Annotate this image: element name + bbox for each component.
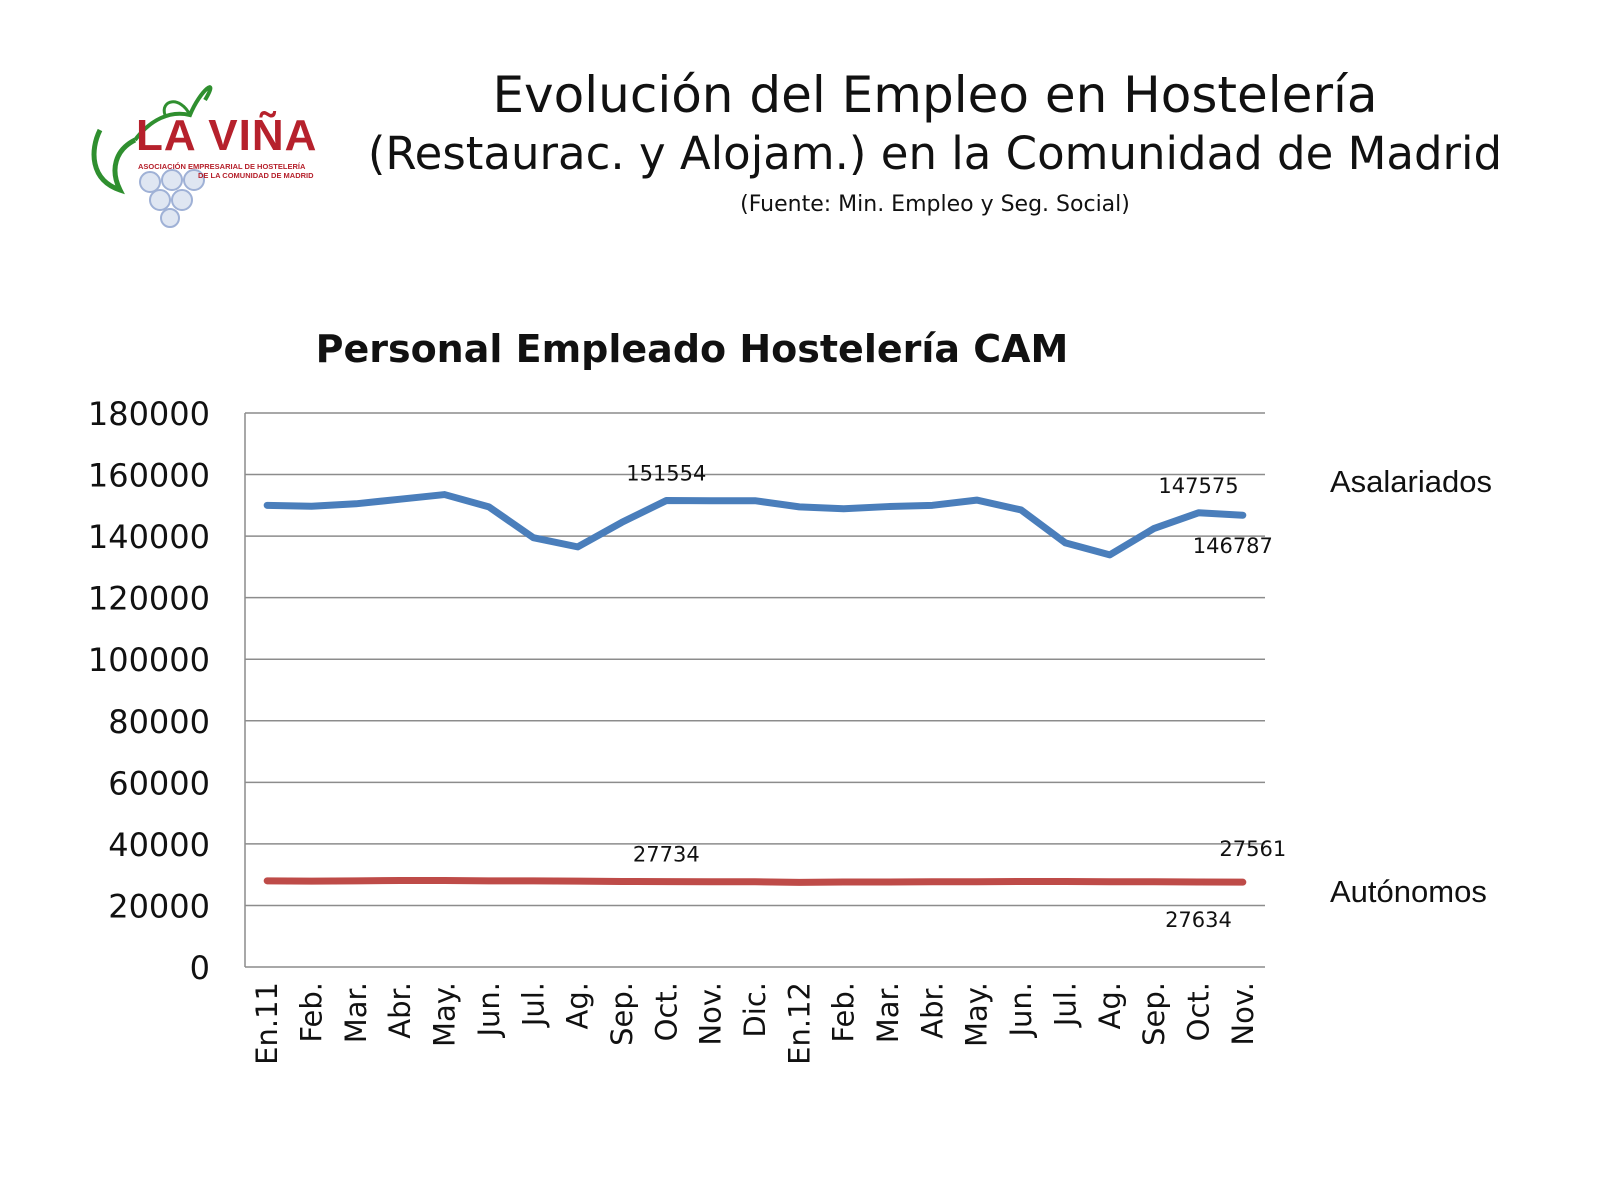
chart-title: Personal Empleado Hostelería CAM xyxy=(316,327,1069,371)
logo-name: LA VIÑA xyxy=(136,111,318,160)
data-point-asalariados xyxy=(931,504,934,507)
x-tick-label: Abr. xyxy=(915,982,949,1039)
data-point-asalariados xyxy=(1197,511,1200,514)
data-point-asalariados xyxy=(975,499,978,502)
data-point-autonomos xyxy=(266,879,269,882)
x-tick-label: Ag. xyxy=(561,982,595,1029)
data-point-asalariados xyxy=(487,505,490,508)
data-point-autonomos xyxy=(709,880,712,883)
x-tick-label: Mar. xyxy=(339,982,373,1043)
data-label: 27634 xyxy=(1165,908,1232,932)
y-tick-label: 80000 xyxy=(108,703,210,741)
y-tick-label: 0 xyxy=(190,949,210,987)
data-label: 27734 xyxy=(633,843,700,867)
data-point-autonomos xyxy=(1064,880,1067,883)
x-tick-label: Ag. xyxy=(1093,982,1127,1029)
data-point-asalariados xyxy=(1020,508,1023,511)
data-point-asalariados xyxy=(1153,527,1156,530)
x-tick-label: Dic. xyxy=(738,982,772,1038)
data-point-autonomos xyxy=(665,880,668,883)
data-point-asalariados xyxy=(576,545,579,548)
data-point-asalariados xyxy=(887,505,890,508)
x-tick-label: Mar. xyxy=(871,982,905,1043)
data-point-autonomos xyxy=(1020,880,1023,883)
data-point-autonomos xyxy=(443,879,446,882)
x-tick-label: May. xyxy=(428,982,462,1047)
data-point-autonomos xyxy=(532,879,535,882)
data-point-autonomos xyxy=(754,880,756,883)
data-point-autonomos xyxy=(975,880,978,883)
x-tick-label: Nov. xyxy=(1226,982,1260,1046)
y-tick-label: 20000 xyxy=(108,887,210,925)
data-point-autonomos xyxy=(310,880,313,883)
data-point-asalariados xyxy=(354,502,357,505)
data-point-autonomos xyxy=(354,879,357,882)
x-tick-label: Oct. xyxy=(1181,982,1215,1041)
x-tick-label: En.12 xyxy=(782,982,816,1065)
data-point-asalariados xyxy=(399,498,402,501)
data-point-asalariados xyxy=(266,504,269,507)
x-tick-label: Jun. xyxy=(472,982,506,1039)
page-title: Evolución del Empleo en Hostelería xyxy=(492,66,1378,124)
x-tick-label: Feb. xyxy=(827,982,861,1043)
data-label: 147575 xyxy=(1158,474,1238,498)
y-tick-label: 40000 xyxy=(108,826,210,864)
data-point-autonomos xyxy=(1241,881,1244,884)
logo-line-2: DE LA COMUNIDAD DE MADRID xyxy=(198,171,314,180)
grape-vine-icon xyxy=(91,85,213,228)
data-point-autonomos xyxy=(399,879,402,882)
x-tick-label: Oct. xyxy=(649,982,683,1041)
data-point-asalariados xyxy=(842,507,845,510)
data-point-autonomos xyxy=(576,880,579,883)
data-point-asalariados xyxy=(798,505,801,508)
data-point-autonomos xyxy=(620,880,623,883)
data-point-asalariados xyxy=(1241,514,1244,517)
source-note: (Fuente: Min. Empleo y Seg. Social) xyxy=(740,191,1130,217)
x-tick-label: Sep. xyxy=(1137,982,1171,1046)
x-tick-label: Jul. xyxy=(1048,982,1082,1028)
data-point-autonomos xyxy=(842,881,845,884)
data-point-asalariados xyxy=(665,499,668,502)
series-name-asalariados: Asalariados xyxy=(1330,464,1492,499)
x-tick-label: Nov. xyxy=(694,982,728,1046)
x-tick-label: Feb. xyxy=(295,982,329,1043)
y-tick-label: 140000 xyxy=(88,518,210,556)
data-point-autonomos xyxy=(1108,880,1111,883)
page-subtitle: (Restaurac. y Alojam.) en la Comunidad d… xyxy=(367,127,1503,180)
x-tick-label: En.11 xyxy=(250,982,284,1065)
y-tick-label: 60000 xyxy=(108,764,210,802)
x-tick-label: May. xyxy=(960,982,994,1047)
data-point-autonomos xyxy=(931,880,934,883)
y-tick-label: 160000 xyxy=(88,457,210,495)
y-tick-label: 120000 xyxy=(88,580,210,618)
series-name-autonomos: Autónomos xyxy=(1330,874,1487,909)
page-header: Evolución del Empleo en Hostelería (Rest… xyxy=(360,65,1510,217)
data-point-asalariados xyxy=(1108,553,1111,556)
data-label: 146787 xyxy=(1193,534,1273,558)
data-point-asalariados xyxy=(709,499,712,502)
y-tick-label: 100000 xyxy=(88,641,210,679)
data-point-asalariados xyxy=(1064,541,1067,544)
la-vina-logo: LA VIÑA ASOCIACIÓN EMPRESARIAL DE HOSTEL… xyxy=(80,70,340,230)
logo-line-1: ASOCIACIÓN EMPRESARIAL DE HOSTELERÍA xyxy=(138,162,306,171)
x-tick-label: Jun. xyxy=(1004,982,1038,1039)
data-point-asalariados xyxy=(532,536,535,539)
data-point-asalariados xyxy=(620,521,623,524)
data-point-autonomos xyxy=(1153,880,1156,883)
data-point-asalariados xyxy=(443,493,446,496)
x-tick-label: Jul. xyxy=(516,982,550,1028)
data-label: 27561 xyxy=(1219,837,1286,861)
data-point-asalariados xyxy=(310,505,313,508)
data-label: 151554 xyxy=(626,462,706,486)
x-tick-label: Sep. xyxy=(605,982,639,1046)
data-point-autonomos xyxy=(798,881,801,884)
series-line-asalariados xyxy=(263,491,1247,559)
x-tick-label: Abr. xyxy=(383,982,417,1039)
y-tick-label: 180000 xyxy=(88,395,210,433)
data-point-autonomos xyxy=(487,879,490,882)
data-point-autonomos xyxy=(887,881,890,884)
data-point-autonomos xyxy=(1197,880,1200,883)
data-point-asalariados xyxy=(754,499,756,502)
